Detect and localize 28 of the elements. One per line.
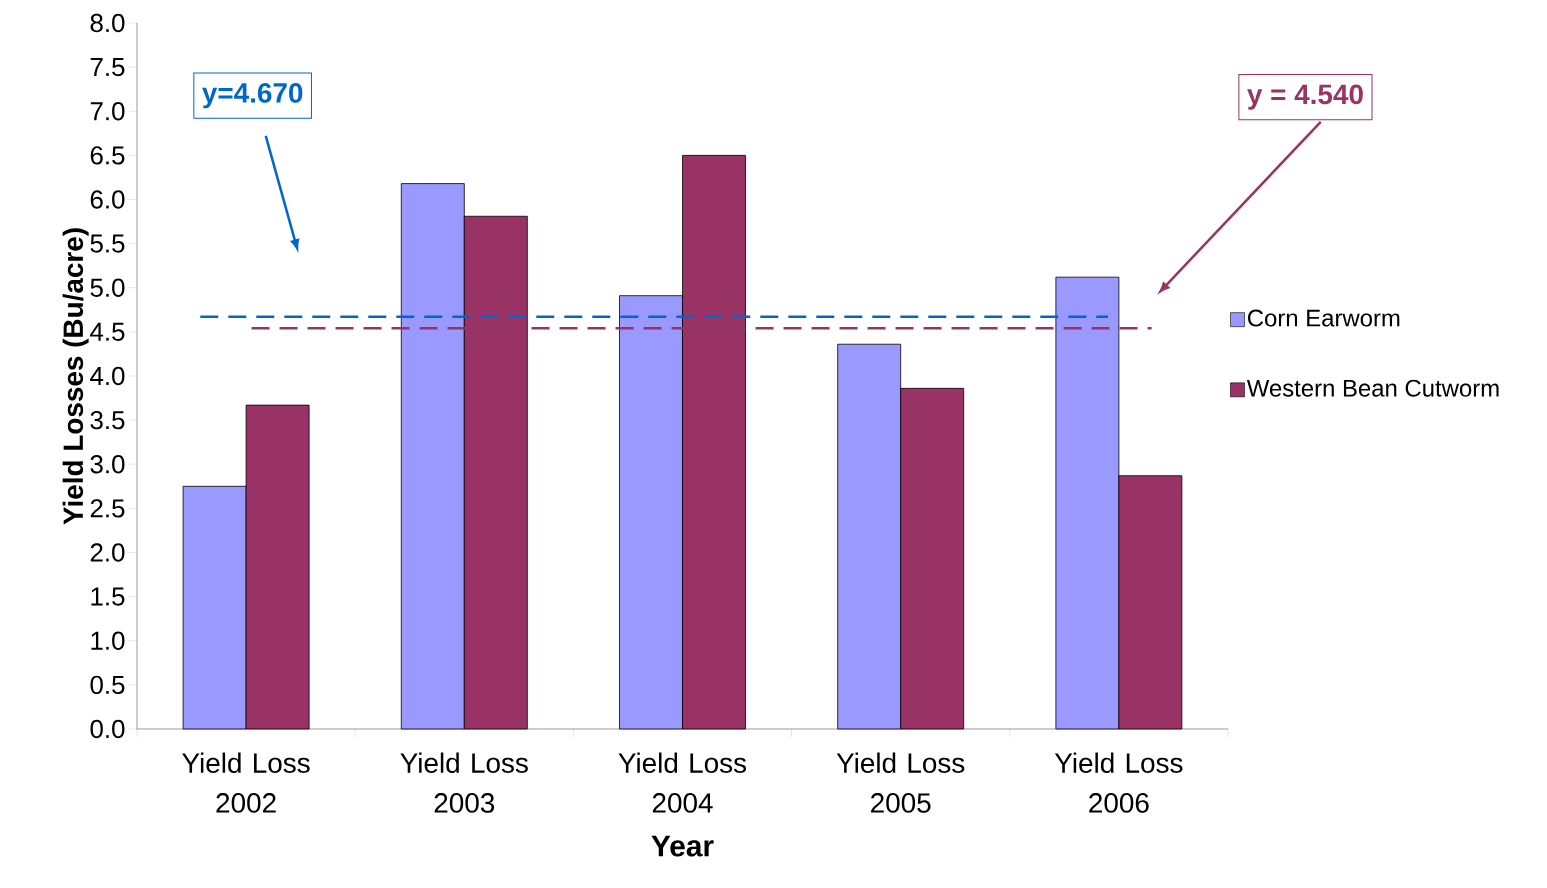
x-tick-label: Yield Loss 2003 [400, 752, 528, 813]
y-tick-label: 3.5 [90, 410, 125, 430]
y-tick-label: 2.0 [90, 543, 125, 562]
y-tick-label: 2.5 [90, 499, 125, 518]
ref-line-label: y=4.670 [202, 83, 303, 109]
y-axis-title: Yield Losses (Bu/acre) [62, 228, 89, 525]
x-tick-label: Yield Loss 2002 [182, 752, 310, 813]
y-tick-label: 7.5 [90, 58, 125, 77]
x-tick-label: Yield Loss 2004 [618, 752, 747, 813]
y-tick-label: 4.0 [90, 366, 125, 386]
ref-line-label: y = 4.540 [1247, 84, 1363, 110]
x-tick-label: Yield Loss 2005 [836, 752, 965, 813]
y-tick-label: 7.0 [90, 102, 125, 121]
y-tick-label: 1.0 [91, 631, 125, 650]
y-tick-label: 0.5 [90, 675, 125, 695]
y-tick-label: 3.0 [90, 455, 125, 474]
y-tick-label: 0.0 [90, 719, 125, 739]
legend-label: Western Bean Cutworm [1246, 379, 1499, 397]
y-tick-label: 1.5 [91, 587, 125, 606]
y-tick-label: 5.0 [90, 278, 125, 297]
y-tick-label: 6.0 [90, 190, 125, 209]
x-axis-title: Year [651, 835, 714, 857]
y-tick-label: 6.5 [90, 146, 125, 165]
y-tick-label: 8.0 [90, 13, 125, 33]
y-tick-label: 5.5 [90, 234, 125, 253]
legend-label: Corn Earworm [1248, 309, 1400, 327]
y-tick-label: 4.5 [90, 322, 125, 341]
x-tick-label: Yield Loss 2006 [1054, 752, 1183, 813]
